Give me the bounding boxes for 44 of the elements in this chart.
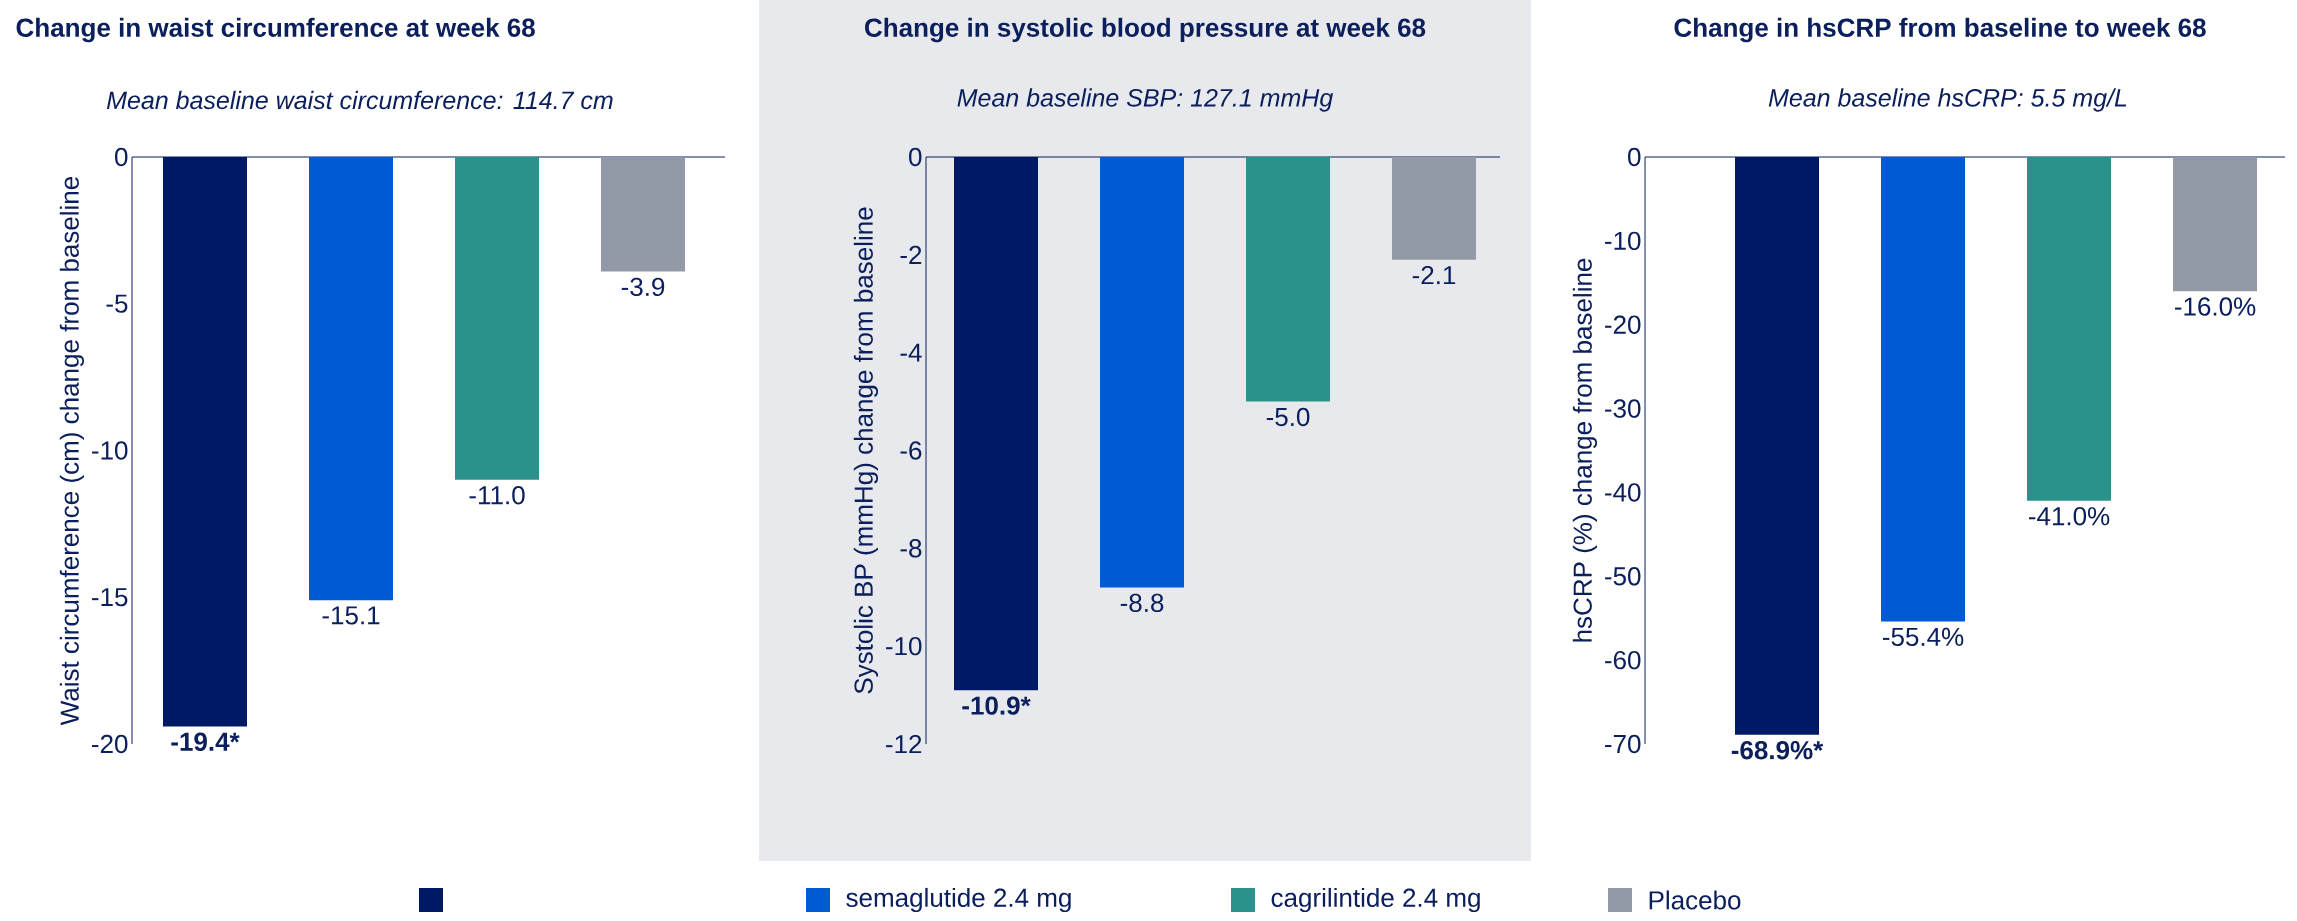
data-label: -10.9* [962, 696, 1031, 715]
y-tick-label: -20 [92, 734, 128, 754]
y-tick-label: -70 [1605, 734, 1641, 754]
chart-subtitle: Mean baseline SBP: 127.1 mmHg [957, 88, 1334, 112]
data-label: -68.9%* [1731, 740, 1824, 760]
data-label: -55.4% [1882, 627, 1964, 647]
y-tick-label: -2 [900, 245, 922, 264]
data-label: -19.4* [171, 732, 240, 751]
y-axis-title: Waist circumference (cm) change from baseline [59, 176, 85, 726]
chart-title: Change in systolic blood pressure at week 68 [865, 17, 1426, 43]
y-tick-label: -12 [886, 734, 922, 754]
y-axis-title: Systolic BP (mmHg) change from baseline [853, 207, 879, 694]
y-tick-label: -5 [106, 294, 128, 313]
y-tick-label: -30 [1605, 399, 1641, 418]
y-tick-label: 0 [909, 147, 922, 167]
y-tick-label: -4 [900, 343, 922, 362]
y-tick-label: -10 [1605, 231, 1641, 251]
data-label: -2.1 [1412, 265, 1456, 285]
data-label: -41.0% [2028, 507, 2110, 526]
y-tick-label: 0 [115, 147, 128, 167]
y-tick-label: -6 [900, 441, 922, 460]
data-label: -8.8 [1120, 593, 1164, 613]
data-label: -5.0 [1266, 407, 1310, 427]
y-tick-label: -10 [886, 636, 922, 656]
y-axis-title: hsCRP (%) change from baseline [1572, 258, 1598, 642]
data-label: -3.9 [621, 277, 665, 297]
chart-subtitle: Mean baseline waist circumference: 114.7 cm [106, 90, 613, 110]
legend-label: cagrilintide 2.4 mg [1271, 887, 1480, 913]
y-tick-label: -15 [92, 588, 128, 607]
data-label: -16.0% [2175, 297, 2256, 316]
y-tick-label: -50 [1605, 567, 1641, 586]
legend-label: semaglutide 2.4 mg [846, 887, 1071, 913]
y-tick-label: -20 [1605, 315, 1641, 334]
y-tick-label: -10 [92, 441, 128, 460]
y-tick-label: -40 [1605, 483, 1641, 502]
chart-title: Change in hsCRP from baseline to week 68 [1674, 17, 2206, 43]
y-tick-label: -8 [900, 539, 922, 558]
y-tick-label: -60 [1605, 650, 1641, 670]
chart-title: Change in waist circumference at week 68 [16, 17, 535, 43]
legend-label: Placebo [1649, 890, 1741, 910]
data-label: -11.0 [469, 486, 525, 505]
y-tick-label: 0 [1628, 147, 1641, 167]
chart-subtitle: Mean baseline hsCRP: 5.5 mg/L [1768, 88, 2127, 112]
data-label: -15.1 [322, 606, 380, 625]
